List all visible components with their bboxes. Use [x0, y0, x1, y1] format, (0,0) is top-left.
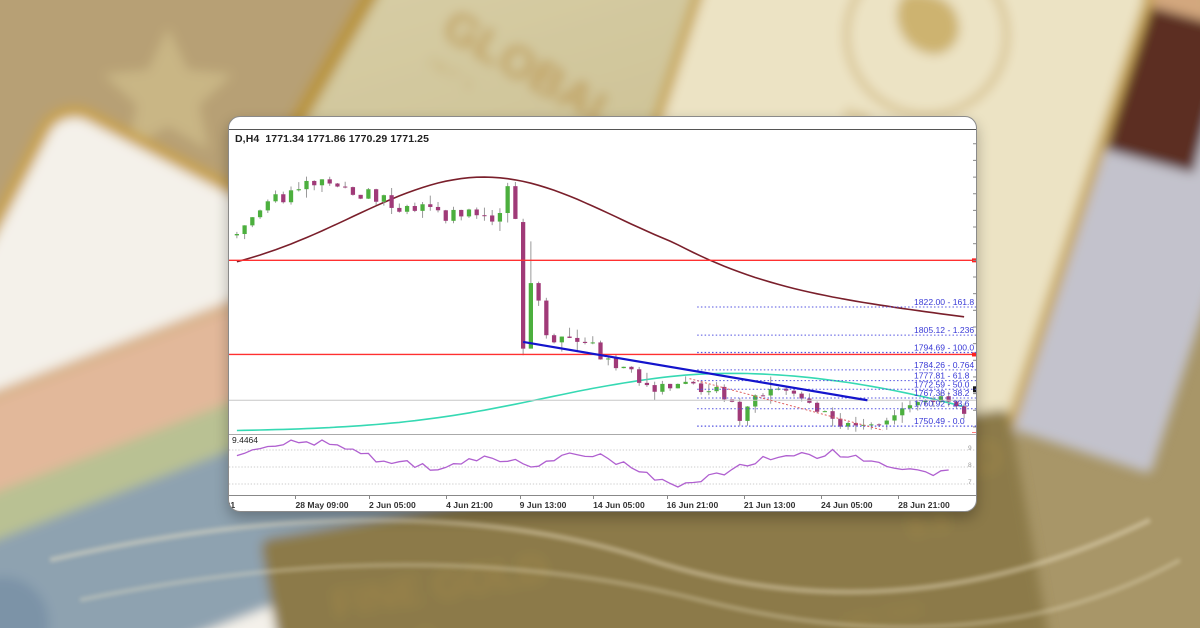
svg-text:9: 9 [968, 445, 972, 452]
svg-text:9.4464: 9.4464 [232, 435, 258, 445]
svg-text:8: 8 [968, 462, 972, 469]
svg-text:1750.49 - 0.0: 1750.49 - 0.0 [914, 416, 965, 426]
svg-text:7: 7 [968, 479, 972, 486]
svg-text:1805.12 - 1.236: 1805.12 - 1.236 [914, 325, 974, 335]
svg-text:1760.92 - 23.6: 1760.92 - 23.6 [914, 399, 970, 409]
svg-text:1794.69 - 100.0: 1794.69 - 100.0 [914, 342, 974, 352]
svg-text:1822.00 - 161.8: 1822.00 - 161.8 [914, 297, 974, 307]
svg-text:1784.26 - 0.764: 1784.26 - 0.764 [914, 360, 974, 370]
svg-text:1767.38 - 38.2: 1767.38 - 38.2 [914, 388, 970, 398]
